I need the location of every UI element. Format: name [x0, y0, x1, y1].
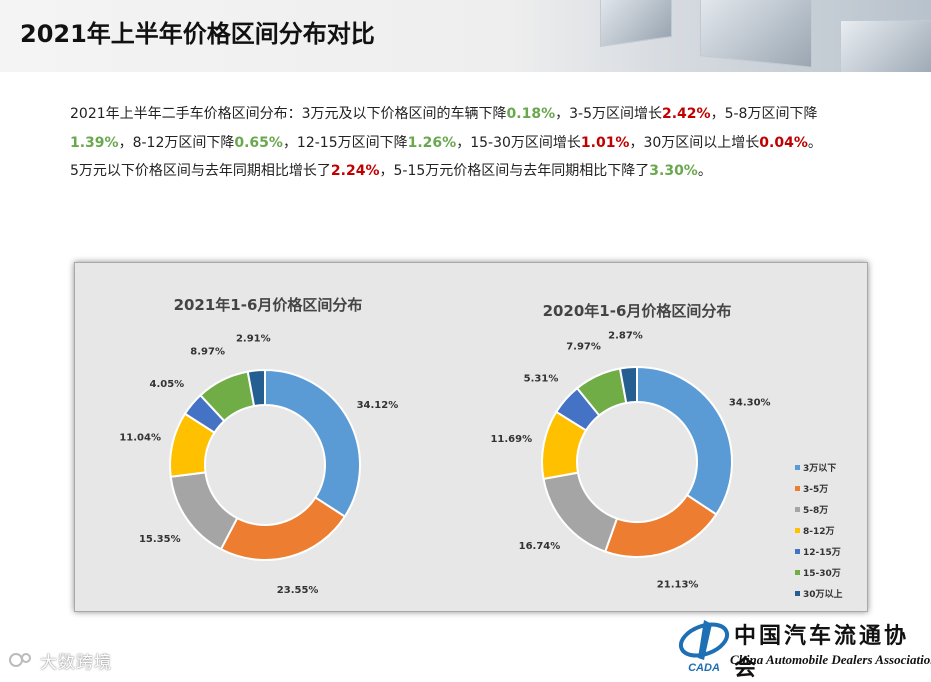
legend-label: 3-5万 [803, 484, 828, 495]
summary-paragraph-1: 2021年上半年二手车价格区间分布：3万元及以下价格区间的车辆下降0.18%，3… [70, 100, 840, 157]
chart-title-2021: 2021年1-6月价格区间分布 [174, 296, 363, 314]
text-span: ，8-12万区间下降 [118, 134, 235, 151]
legend-label: 30万以上 [803, 588, 843, 600]
donut-2021: 34.12% 23.55% 15.35% 11.04% 4.05% 8.97% 2.91% [119, 334, 398, 596]
legend-label: 5-8万 [803, 505, 828, 516]
data-label: 15.35% [139, 534, 181, 545]
data-label: 16.74% [519, 541, 561, 552]
cada-emblem-icon: CADA [678, 620, 730, 674]
legend-swatch [795, 549, 800, 554]
value-increase: 0.04% [759, 134, 808, 151]
decor-cube [840, 20, 931, 72]
legend-label: 8-12万 [803, 526, 835, 537]
value-increase: 1.01% [580, 134, 630, 151]
decor-cube [600, 0, 672, 48]
donut-slice-1 [636, 365, 733, 516]
value-decrease: 1.26% [407, 134, 457, 151]
text-span: ，12-15万区间下降 [282, 134, 408, 151]
text-span: 。 [807, 134, 822, 151]
decor-cube [700, 0, 812, 68]
summary-paragraph-2: 5万元以下价格区间与去年同期相比增长了2.24%，5-15万元价格区间与去年同期… [70, 157, 840, 186]
cada-abbr: CADA [688, 662, 720, 674]
legend-swatch [795, 591, 800, 596]
header-banner: 2021年上半年价格区间分布对比 [0, 0, 931, 72]
legend-swatch [795, 486, 800, 491]
donut-slice-3 [169, 471, 239, 551]
text-span: ，15-30万区间增长 [456, 134, 581, 151]
legend-swatch [795, 465, 800, 470]
donut-2020: 34.30% 21.13% 16.74% 11.69% 5.31% 7.97% 2.87% [490, 331, 770, 591]
data-label: 34.30% [729, 397, 771, 408]
cada-logo: CADA 中国汽车流通协会 China Automobile Dealers A… [674, 612, 931, 681]
text-span: 5万元以下价格区间与去年同期相比增长了 [70, 163, 331, 179]
donut-slice-2 [603, 493, 718, 558]
data-label: 11.04% [119, 433, 161, 444]
legend-swatch [795, 570, 800, 575]
legend-swatch [795, 528, 800, 533]
page-title: 2021年上半年价格区间分布对比 [20, 20, 375, 48]
data-label: 34.12% [357, 400, 399, 411]
text-span: ，3-5万区间增长 [555, 106, 662, 122]
value-decrease: 3.30% [649, 163, 698, 179]
text-span: 2021年上半年二手车价格区间分布：3万元及以下价格区间的车辆下降 [70, 106, 507, 122]
chart-panel: 2021年1-6月价格区间分布 2020年1-6月价格区间分布 34.12% 23… [74, 262, 868, 612]
donut-slice-3 [542, 471, 619, 553]
text-span: 。 [697, 163, 712, 179]
value-increase: 2.24% [330, 163, 380, 179]
text-span: ，5-8万区间下降 [710, 106, 818, 122]
text-span: ，5-15万元价格区间与去年同期相比下降了 [379, 163, 650, 179]
value-decrease: 0.65% [234, 134, 283, 151]
legend-label: 15-30万 [803, 568, 841, 579]
data-label: 23.55% [277, 585, 319, 596]
data-label: 2.91% [236, 334, 271, 345]
chart-title-2020: 2020年1-6月价格区间分布 [543, 302, 732, 320]
data-label: 2.87% [608, 331, 643, 342]
legend-swatch [795, 507, 800, 512]
logo-chinese-name: 中国汽车流通协会 [734, 623, 910, 681]
data-label: 21.13% [657, 579, 699, 590]
value-decrease: 1.39% [70, 134, 119, 151]
watermark: 大数跨境 [40, 653, 112, 673]
logo-english-name: China Automobile Dealers Association [730, 652, 931, 667]
data-label: 11.69% [490, 434, 532, 445]
text-span: ，30万区间以上增长 [629, 134, 760, 151]
legend-label: 3万以下 [803, 463, 836, 474]
donut-slice-7 [618, 365, 638, 405]
data-label: 8.97% [190, 347, 225, 358]
donut-slice-2 [219, 496, 347, 561]
value-decrease: 0.18% [506, 106, 556, 122]
summary-text: 2021年上半年二手车价格区间分布：3万元及以下价格区间的车辆下降0.18%，3… [70, 100, 840, 186]
donut-slice-7 [246, 368, 266, 408]
chart-legend: 3万以下 3-5万 5-8万 8-12万 12-15万 15-30万 30万以上 [795, 463, 843, 600]
legend-label: 12-15万 [803, 547, 841, 558]
value-increase: 2.42% [662, 106, 711, 122]
watermark-logo-icon [9, 653, 31, 667]
donut-slice-1 [264, 368, 361, 518]
data-label: 4.05% [150, 379, 185, 390]
donut-charts: 2021年1-6月价格区间分布 2020年1-6月价格区间分布 34.12% 23… [119, 296, 843, 600]
data-label: 5.31% [524, 373, 559, 384]
data-label: 7.97% [566, 342, 601, 353]
